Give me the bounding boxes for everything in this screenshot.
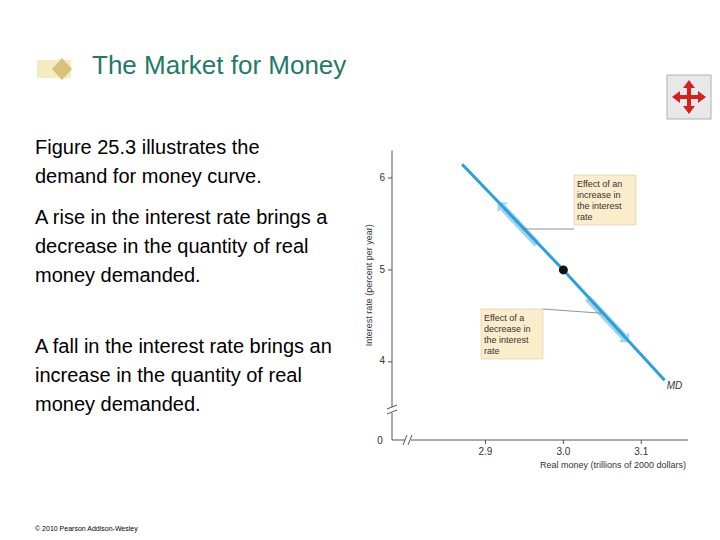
chart: 4 5 6 2.9 3.0 3.1 0 Real money (trillions of 20… bbox=[0, 0, 720, 540]
y-tick-label: 4 bbox=[379, 355, 385, 366]
x-break bbox=[403, 435, 407, 445]
x-tick-label: 2.9 bbox=[479, 446, 493, 457]
nav-icon bbox=[667, 75, 711, 119]
y-tick bbox=[388, 177, 392, 178]
paragraph: Figure 25.3 illustrates the demand for m… bbox=[35, 133, 335, 191]
y-tick bbox=[388, 269, 392, 270]
slide-title: The Market for Money bbox=[92, 50, 346, 81]
slide: The Market for Money Figure 25.3 illustra… bbox=[0, 0, 720, 540]
paragraph: A fall in the interest rate brings an in… bbox=[35, 332, 335, 419]
equilibrium-point bbox=[559, 265, 568, 274]
x-axis-label: Real money (trillions of 2000 dollars) bbox=[540, 460, 686, 470]
y-axis bbox=[392, 150, 393, 440]
x-tick bbox=[563, 440, 564, 444]
axes: 4 5 6 2.9 3.0 3.1 0 Real money (trillions of 20… bbox=[364, 150, 688, 470]
x-break bbox=[408, 435, 412, 445]
y-break bbox=[387, 410, 397, 414]
x-axis bbox=[392, 440, 688, 441]
annotation: Effect of adecrease inthe interestrate bbox=[481, 309, 602, 359]
annotation: Effect of anincrease inthe interestrate bbox=[523, 175, 636, 229]
x-tick-label: 3.0 bbox=[556, 446, 570, 457]
annotation-text: Effect of an bbox=[577, 179, 622, 189]
annotation-text: decrease in bbox=[484, 324, 531, 334]
plot-area bbox=[462, 164, 665, 380]
nav-box bbox=[667, 75, 711, 119]
y-tick-label: 6 bbox=[379, 172, 385, 183]
x-tick bbox=[485, 440, 486, 444]
annotation-text: rate bbox=[484, 346, 500, 356]
annotation-text: the interest bbox=[484, 335, 529, 345]
y-break bbox=[387, 405, 397, 409]
annotation-text: the interest bbox=[577, 201, 622, 211]
bullet-diamond bbox=[52, 58, 72, 80]
origin-label: 0 bbox=[377, 435, 383, 446]
nav-arrows bbox=[672, 80, 706, 114]
y-axis-label: Interest rate (percent per year) bbox=[364, 224, 374, 346]
paragraph: A rise in the interest rate brings a dec… bbox=[35, 203, 335, 290]
labels: MDEffect of anincrease inthe interestrat… bbox=[481, 175, 682, 391]
y-tick bbox=[388, 361, 392, 362]
y-tick-label: 5 bbox=[379, 264, 385, 275]
annotation-text: increase in bbox=[577, 190, 621, 200]
annotation-text: Effect of a bbox=[484, 313, 524, 323]
annotation-text: rate bbox=[577, 212, 593, 222]
annotation-box bbox=[574, 175, 636, 225]
footer: © 2010 Pearson Addison-Wesley bbox=[35, 525, 138, 532]
annotation-leader bbox=[523, 229, 574, 230]
annotation-leader bbox=[543, 309, 602, 313]
x-tick-label: 3.1 bbox=[634, 446, 648, 457]
md-line bbox=[462, 164, 665, 380]
annotation-box bbox=[481, 309, 543, 359]
series-label: MD bbox=[667, 380, 683, 391]
x-tick bbox=[641, 440, 642, 444]
